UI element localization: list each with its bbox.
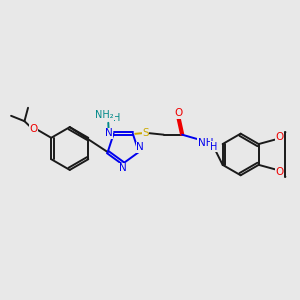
Text: NH₂: NH₂ — [95, 110, 114, 120]
Text: O: O — [175, 108, 183, 118]
Text: O: O — [275, 132, 283, 142]
Text: H: H — [113, 113, 120, 123]
Text: O: O — [29, 124, 38, 134]
Text: N: N — [119, 164, 127, 173]
Text: H: H — [210, 142, 218, 152]
Text: S: S — [142, 128, 149, 138]
Text: N: N — [136, 142, 144, 152]
Text: O: O — [275, 167, 283, 177]
Text: N: N — [105, 128, 112, 138]
Text: NH: NH — [198, 138, 213, 148]
